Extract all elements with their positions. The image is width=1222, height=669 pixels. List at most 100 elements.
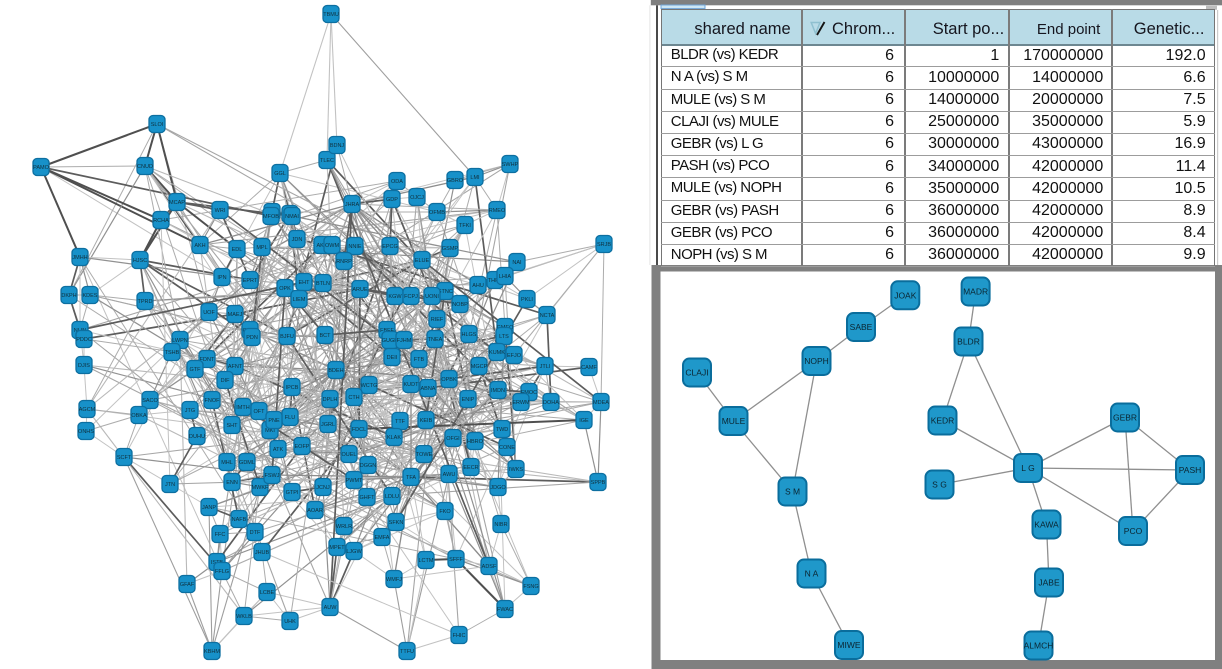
svg-text:TSHB: TSHB: [165, 350, 180, 356]
svg-text:KGW: KGW: [388, 294, 402, 300]
svg-text:GEBR: GEBR: [1113, 413, 1137, 423]
svg-text:DEII: DEII: [387, 355, 398, 361]
svg-text:FSWJ: FSWJ: [265, 473, 280, 479]
svg-text:RNRP: RNRP: [336, 259, 352, 265]
svg-text:SLOI: SLOI: [151, 122, 164, 128]
svg-text:GTNC: GTNC: [437, 289, 453, 295]
svg-text:LIEM: LIEM: [293, 297, 306, 303]
svg-text:AWU: AWU: [443, 472, 456, 478]
svg-text:EFJO: EFJO: [507, 353, 522, 359]
svg-text:GFAF: GFAF: [180, 582, 195, 588]
svg-text:NOPH: NOPH: [804, 356, 829, 366]
svg-text:KEDR: KEDR: [931, 416, 955, 426]
svg-text:UONI: UONI: [425, 294, 439, 300]
svg-text:SCFT: SCFT: [117, 455, 132, 461]
svg-text:LMI: LMI: [470, 175, 480, 181]
svg-text:PDDC: PDDC: [76, 337, 92, 343]
svg-text:GSMP: GSMP: [442, 246, 459, 252]
svg-text:KUMK: KUMK: [489, 350, 505, 356]
svg-text:AKH: AKH: [194, 243, 205, 249]
svg-text:UHK: UHK: [284, 619, 296, 625]
svg-text:BTLN: BTLN: [316, 281, 330, 287]
svg-text:NMAI: NMAI: [285, 214, 299, 220]
svg-text:PDN: PDN: [246, 335, 258, 341]
svg-text:S G: S G: [932, 480, 947, 490]
svg-text:KLAK: KLAK: [387, 435, 401, 441]
svg-text:ERWM: ERWM: [512, 400, 530, 406]
svg-text:EMFA: EMFA: [375, 535, 390, 541]
svg-text:FWAC: FWAC: [497, 607, 513, 613]
svg-text:SRJB: SRJB: [597, 242, 611, 248]
svg-text:S M: S M: [785, 487, 800, 497]
svg-text:DOHA: DOHA: [543, 400, 559, 406]
svg-text:CNUD: CNUD: [137, 164, 153, 170]
svg-text:MADR: MADR: [963, 287, 988, 297]
svg-text:KAWA: KAWA: [1034, 520, 1059, 530]
svg-text:OWM: OWM: [325, 243, 339, 249]
svg-text:UOF: UOF: [203, 310, 215, 316]
svg-text:AUW: AUW: [324, 605, 338, 611]
svg-text:IWKS: IWKS: [509, 467, 523, 473]
svg-text:TTF: TTF: [395, 419, 406, 425]
svg-text:TFKI: TFKI: [459, 223, 471, 229]
svg-text:LDLU: LDLU: [385, 494, 399, 500]
svg-text:ADSF: ADSF: [482, 564, 497, 570]
svg-text:PASH: PASH: [1179, 465, 1202, 475]
svg-text:NIBR: NIBR: [494, 522, 507, 528]
svg-text:IPN: IPN: [217, 275, 226, 281]
svg-text:OFMB: OFMB: [429, 210, 445, 216]
svg-text:FKO: FKO: [439, 509, 451, 515]
svg-text:OFT: OFT: [254, 409, 266, 415]
svg-text:WRI: WRI: [215, 208, 226, 214]
svg-text:MGCP: MGCP: [471, 364, 488, 370]
svg-text:PKLI: PKLI: [521, 297, 533, 303]
svg-text:EDL: EDL: [232, 247, 243, 253]
svg-text:LHIA: LHIA: [499, 274, 512, 280]
svg-text:JDGO: JDGO: [490, 485, 506, 491]
svg-text:ABNA: ABNA: [421, 386, 436, 392]
svg-text:TNEA: TNEA: [428, 337, 443, 343]
svg-text:MHL: MHL: [221, 460, 233, 466]
svg-text:PNE: PNE: [268, 418, 280, 424]
svg-text:OPK: OPK: [279, 286, 291, 292]
svg-text:WRLR: WRLR: [336, 524, 352, 530]
svg-text:SHT: SHT: [227, 423, 239, 429]
svg-text:FSNG: FSNG: [523, 584, 538, 590]
svg-text:FTB: FTB: [414, 357, 425, 363]
svg-text:ENIP: ENIP: [462, 397, 475, 403]
svg-text:THFB: THFB: [488, 278, 503, 284]
svg-text:JHUB: JHUB: [255, 550, 270, 556]
svg-text:EECR: EECR: [463, 465, 478, 471]
svg-text:IPCB: IPCB: [286, 385, 299, 391]
svg-text:JTG: JTG: [185, 408, 195, 414]
svg-text:RMEO: RMEO: [489, 208, 506, 214]
svg-text:CTH: CTH: [348, 395, 359, 401]
svg-text:ALMCH: ALMCH: [1024, 641, 1054, 651]
svg-text:FFLG: FFLG: [215, 569, 229, 575]
svg-text:JGRL: JGRL: [321, 422, 335, 428]
svg-text:PCO: PCO: [1124, 526, 1143, 536]
svg-text:BDEH: BDEH: [328, 368, 343, 374]
svg-text:CLAJI: CLAJI: [685, 368, 708, 378]
svg-text:DGGN: DGGN: [360, 463, 377, 469]
svg-text:MFOB: MFOB: [263, 214, 279, 220]
svg-text:ATK: ATK: [273, 447, 284, 453]
svg-text:AFNT: AFNT: [228, 364, 243, 370]
svg-text:KDES: KDES: [83, 293, 98, 299]
svg-text:MCAP: MCAP: [169, 200, 185, 206]
svg-text:KEIB: KEIB: [420, 418, 433, 424]
svg-text:TBMU: TBMU: [323, 12, 339, 18]
svg-text:FJHM: FJHM: [397, 338, 412, 344]
svg-text:ARUE: ARUE: [352, 287, 368, 293]
svg-text:HBRO: HBRO: [467, 439, 484, 445]
svg-text:FLU: FLU: [285, 415, 295, 421]
svg-text:GUGH: GUGH: [382, 338, 399, 344]
svg-text:EPRT: EPRT: [243, 278, 258, 284]
svg-text:WKLB: WKLB: [236, 614, 252, 620]
svg-text:LWPN: LWPN: [172, 338, 188, 344]
svg-text:CAMF: CAMF: [581, 365, 597, 371]
svg-text:NNIE: NNIE: [348, 244, 361, 250]
svg-text:LJGW: LJGW: [346, 549, 362, 555]
svg-text:EPCG: EPCG: [382, 244, 398, 250]
svg-text:LCBE: LCBE: [260, 590, 275, 596]
